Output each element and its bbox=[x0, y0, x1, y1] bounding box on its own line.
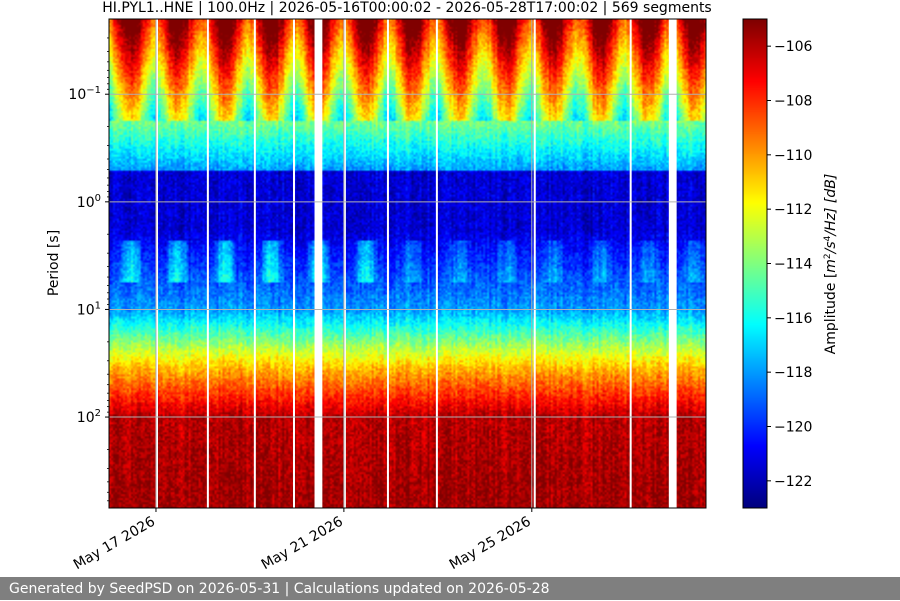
colorbar-gradient bbox=[743, 19, 767, 508]
data-gap bbox=[533, 19, 536, 508]
data-gap bbox=[206, 19, 209, 508]
grid-lines bbox=[109, 19, 706, 508]
plot-area bbox=[108, 18, 707, 509]
y-tick-label: 101 bbox=[77, 300, 101, 318]
colorbar-tick-label: −112 bbox=[774, 202, 812, 218]
colorbar-tick-label: −116 bbox=[774, 311, 813, 327]
colorbar-tick-label: −122 bbox=[774, 474, 812, 490]
data-gap bbox=[386, 19, 389, 508]
data-gap bbox=[253, 19, 256, 508]
plot-frame bbox=[108, 18, 707, 509]
psd-spectrogram-chart: HI.PYL1..HNE | 100.0Hz | 2026-05-16T00:0… bbox=[46, 0, 839, 573]
x-tick-label: May 21 2026 bbox=[259, 514, 346, 574]
data-gap bbox=[629, 19, 632, 508]
x-tick-label: May 17 2026 bbox=[71, 514, 158, 574]
colorbar-tick-label: −106 bbox=[774, 39, 813, 55]
y-axis-label: Period [s] bbox=[46, 230, 62, 296]
x-tick-label: May 25 2026 bbox=[447, 514, 534, 574]
y-tick-label: 10−1 bbox=[68, 85, 101, 103]
data-gap bbox=[292, 19, 295, 508]
data-gap bbox=[435, 19, 438, 508]
colorbar-label: Amplitude [m2/s4/Hz] [dB] bbox=[823, 174, 839, 355]
data-gap bbox=[155, 19, 158, 508]
chart-title: HI.PYL1..HNE | 100.0Hz | 2026-05-16T00:0… bbox=[102, 0, 711, 16]
data-gap bbox=[314, 19, 323, 508]
data-gaps bbox=[155, 19, 677, 508]
footer-bar: Generated by SeedPSD on 2026-05-31 | Cal… bbox=[0, 577, 900, 600]
colorbar-ticks: −106 −108 −110 −112 −114 −116 −118 −120 −122 bbox=[767, 39, 813, 490]
x-axis: May 17 2026 May 21 2026 May 25 2026 bbox=[71, 508, 534, 573]
colorbar-tick-label: −110 bbox=[774, 148, 812, 164]
heatmap-image bbox=[109, 19, 706, 508]
data-gap bbox=[343, 19, 346, 508]
y-axis: 10−1 100 101 102 bbox=[68, 37, 109, 502]
footer-text: Generated by SeedPSD on 2026-05-31 | Cal… bbox=[9, 581, 550, 597]
colorbar-tick-label: −118 bbox=[774, 365, 812, 381]
y-tick-label: 102 bbox=[77, 408, 101, 426]
colorbar: −106 −108 −110 −112 −114 −116 −118 −120 −122 Amp… bbox=[742, 18, 839, 509]
y-tick-label: 100 bbox=[77, 193, 101, 211]
colorbar-tick-label: −114 bbox=[774, 257, 813, 273]
colorbar-tick-label: −120 bbox=[774, 420, 812, 436]
data-gap bbox=[668, 19, 677, 508]
colorbar-tick-label: −108 bbox=[774, 94, 812, 110]
